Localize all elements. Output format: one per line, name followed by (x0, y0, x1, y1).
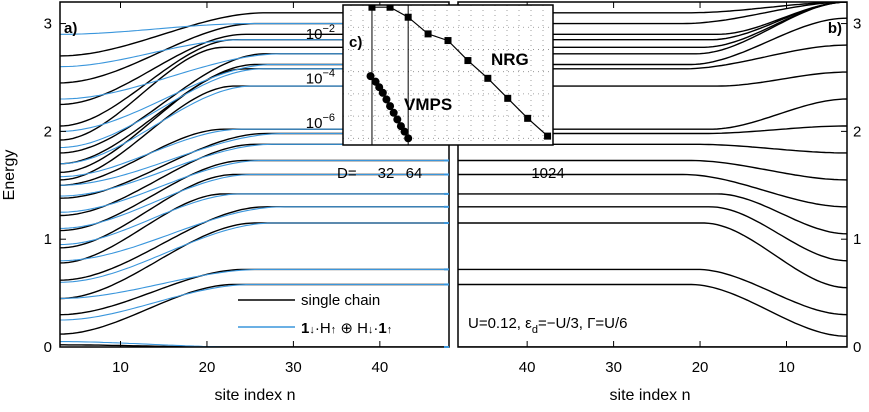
vmps-point (393, 115, 402, 124)
panel-b-ticks: 40 30 20 10 0 1 2 3 (519, 2, 861, 376)
vmps-point (404, 134, 413, 143)
y-tick-label: 1 (853, 231, 861, 248)
two-chain-curve (60, 173, 449, 229)
legend: single chain 1↓·H↑ ⊕ H↓·1↑ (238, 292, 392, 337)
y-tick-label: 0 (44, 339, 52, 356)
panel-a-tag: a) (64, 20, 77, 37)
y-tick-label: 2 (44, 123, 52, 140)
single-chain-curve (458, 283, 847, 337)
nrg-point (386, 5, 394, 11)
two-chain-curve (60, 159, 449, 213)
single-chain-curve (458, 159, 847, 181)
vmps-point (386, 102, 395, 111)
single-chain-curve (60, 222, 449, 300)
nrg-point (504, 94, 512, 102)
nrg-point (544, 132, 552, 140)
x-tick-label: 20 (199, 359, 216, 376)
vmps-point (366, 72, 375, 81)
x-tick-label: 10 (112, 359, 129, 376)
single-chain-curve (458, 206, 847, 262)
nrg-line (372, 6, 549, 137)
y-tick-label: 3 (44, 16, 52, 33)
vmps-point (382, 95, 391, 104)
inset-c-x-prefix: D= (337, 165, 357, 182)
single-chain-curve (458, 173, 847, 208)
inset-y-tick-label: 10−2 (306, 23, 335, 43)
inset-x-tick-label: 64 (406, 165, 423, 182)
single-chain-curve (60, 344, 449, 347)
inset-y-tick-label: 10−6 (306, 112, 335, 132)
legend-label-single-chain: single chain (301, 292, 380, 309)
inset-x-tick-label: 1024 (531, 165, 564, 182)
single-chain-curve (458, 268, 847, 316)
single-chain-curve (458, 193, 847, 235)
panel-b-tag: b) (828, 20, 842, 37)
two-chain-curve (60, 206, 449, 262)
inset-c-tag: c) (349, 34, 362, 51)
inset-c-grid (343, 5, 553, 145)
two-chain-curve (60, 268, 449, 300)
panel-b-frame (457, 1, 848, 348)
x-tick-label: 10 (778, 359, 795, 376)
inset-c-label-nrg: NRG (491, 50, 529, 69)
two-chain-curve (60, 341, 449, 347)
two-chain-curve (60, 222, 449, 283)
y-tick-label: 1 (44, 231, 52, 248)
x-tick-label: 40 (519, 359, 536, 376)
inset-x-tick-label: 32 (378, 165, 395, 182)
nrg-point (424, 30, 432, 38)
single-chain-curve (458, 222, 847, 289)
inset-y-tick-label: 10−4 (306, 68, 335, 88)
panel-a-xlabel: site index n (215, 387, 296, 404)
x-tick-label: 40 (372, 359, 389, 376)
two-chain-curve (60, 193, 449, 246)
vmps-point (389, 108, 398, 117)
vmps-point (400, 127, 409, 136)
vmps-point (378, 88, 387, 97)
y-tick-label: 2 (853, 123, 861, 140)
x-tick-label: 30 (605, 359, 622, 376)
nrg-point (464, 57, 472, 65)
inset-c-label-vmps: VMPS (404, 95, 452, 114)
nrg-point (404, 13, 412, 21)
inset-c: 10−2 10−4 10−6 32 64 1024 c) NRG VMPS D= (306, 4, 565, 182)
x-tick-label: 30 (285, 359, 302, 376)
panel-a-ylabel: Energy (1, 150, 18, 201)
inset-c-ticks: 10−2 10−4 10−6 32 64 1024 (306, 23, 565, 182)
x-tick-label: 20 (692, 359, 709, 376)
two-chain-curve (60, 283, 449, 321)
nrg-point (484, 74, 492, 82)
y-tick-label: 3 (853, 16, 861, 33)
panel-a-ticks: 10 20 30 40 0 1 2 3 (44, 2, 449, 376)
nrg-point (444, 37, 452, 45)
panel-b-xlabel: site index n (610, 387, 691, 404)
inset-c-lines (366, 5, 552, 145)
legend-label-two-chain: 1↓·H↑ ⊕ H↓·1↑ (301, 320, 392, 337)
inset-c-background (343, 5, 553, 145)
y-tick-label: 0 (853, 339, 861, 356)
nrg-point (524, 114, 532, 122)
panel-b-parameter-annotation: U=0.12, εd=−U/3, Γ=U/6 (468, 315, 628, 336)
inset-c-frame (342, 4, 554, 146)
nrg-point (368, 5, 376, 11)
